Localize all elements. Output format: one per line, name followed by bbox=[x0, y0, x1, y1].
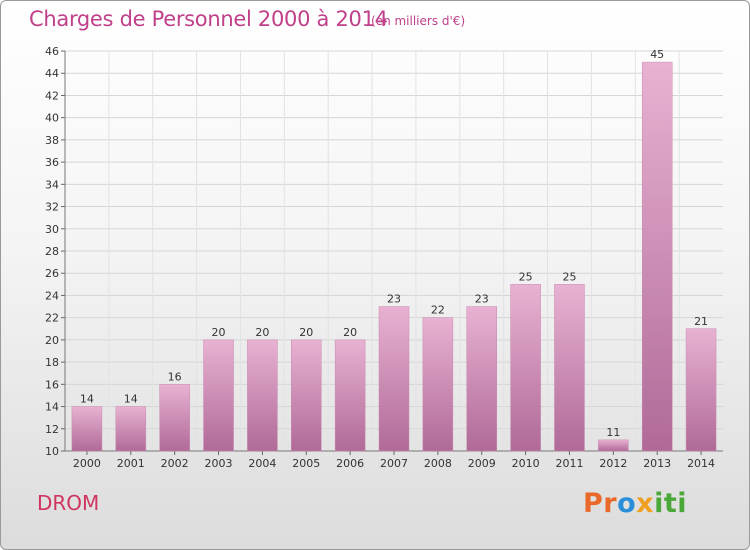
data-label-2013: 45 bbox=[650, 48, 664, 61]
chart-title: Charges de Personnel 2000 à 2014 bbox=[29, 7, 388, 31]
data-label-2003: 20 bbox=[212, 326, 226, 339]
bar-2003 bbox=[203, 339, 234, 452]
x-tick-label: 2007 bbox=[380, 457, 408, 470]
y-tick-label: 16 bbox=[45, 378, 59, 391]
bars bbox=[71, 61, 717, 452]
x-tick-label: 2013 bbox=[643, 457, 671, 470]
y-tick-label: 42 bbox=[45, 89, 59, 102]
y-tick-label: 38 bbox=[45, 134, 59, 147]
bar-2000 bbox=[71, 406, 103, 452]
chart-unit: (en milliers d'€) bbox=[371, 14, 466, 28]
y-tick-label: 34 bbox=[45, 178, 59, 191]
bar-2002 bbox=[159, 384, 190, 452]
x-tick-label: 2014 bbox=[687, 457, 715, 470]
bar-2006 bbox=[334, 339, 366, 452]
x-tick-label: 2000 bbox=[73, 457, 101, 470]
bar-2010 bbox=[510, 284, 541, 452]
y-tick-label: 12 bbox=[45, 423, 59, 436]
x-tick-label: 2002 bbox=[161, 457, 189, 470]
y-tick-label: 46 bbox=[45, 45, 59, 58]
y-tick-label: 18 bbox=[45, 356, 59, 369]
data-labels: 14 14 16 20 20 20 20 23 22 23 25 25 11 45 21 bbox=[80, 48, 708, 439]
x-tick-label: 2009 bbox=[468, 457, 496, 470]
y-tick-label: 40 bbox=[45, 112, 59, 125]
y-tick-label: 30 bbox=[45, 223, 59, 236]
y-tick-labels: 10 12 14 16 18 20 22 24 26 28 30 32 34 36 38 40 42 44 46 bbox=[45, 45, 59, 458]
region-name: DROM bbox=[37, 491, 100, 515]
x-tick-label: 2011 bbox=[555, 457, 583, 470]
bar-2013 bbox=[641, 61, 673, 452]
x-tick-label: 2004 bbox=[248, 457, 276, 470]
x-tick-label: 2005 bbox=[292, 457, 320, 470]
bar-2012 bbox=[598, 439, 629, 452]
data-label-2008: 22 bbox=[431, 304, 445, 317]
x-tick-label: 2006 bbox=[336, 457, 364, 470]
data-label-2010: 25 bbox=[519, 270, 533, 283]
y-tick-label: 10 bbox=[45, 445, 59, 458]
y-tick-label: 28 bbox=[45, 245, 59, 258]
data-label-2005: 20 bbox=[299, 326, 313, 339]
y-tick-label: 20 bbox=[45, 334, 59, 347]
x-tick-label: 2001 bbox=[117, 457, 145, 470]
bar-2001 bbox=[115, 406, 147, 452]
data-label-2004: 20 bbox=[255, 326, 269, 339]
x-tick-label: 2012 bbox=[599, 457, 627, 470]
y-tick-label: 44 bbox=[45, 67, 59, 80]
y-tick-label: 26 bbox=[45, 267, 59, 280]
bar-2004 bbox=[247, 339, 278, 452]
bar-2014 bbox=[685, 328, 717, 452]
data-label-2001: 14 bbox=[124, 393, 138, 406]
data-label-2009: 23 bbox=[475, 293, 489, 306]
data-label-2000: 14 bbox=[80, 393, 94, 406]
x-tick-label: 2008 bbox=[424, 457, 452, 470]
bar-2011 bbox=[554, 284, 585, 452]
y-tick-label: 36 bbox=[45, 156, 59, 169]
x-tick-labels: 2000 2001 2002 2003 2004 2005 2006 2007 2008 2009… bbox=[73, 457, 715, 470]
data-label-2014: 21 bbox=[694, 315, 708, 328]
x-tick-label: 2003 bbox=[205, 457, 233, 470]
proxiti-logo[interactable]: Proxiti bbox=[583, 488, 688, 519]
bar-2005 bbox=[291, 339, 322, 452]
x-tick-label: 2010 bbox=[512, 457, 540, 470]
bar-2009 bbox=[466, 306, 497, 452]
data-label-2011: 25 bbox=[562, 270, 576, 283]
data-label-2012: 11 bbox=[606, 426, 620, 439]
y-tick-label: 14 bbox=[45, 401, 59, 414]
data-label-2002: 16 bbox=[168, 370, 182, 383]
y-tick-label: 22 bbox=[45, 312, 59, 325]
y-tick-label: 32 bbox=[45, 201, 59, 214]
bar-2008 bbox=[422, 317, 454, 452]
y-tick-label: 24 bbox=[45, 289, 59, 302]
data-label-2006: 20 bbox=[343, 326, 357, 339]
data-label-2007: 23 bbox=[387, 293, 401, 306]
bar-2007 bbox=[378, 306, 410, 452]
